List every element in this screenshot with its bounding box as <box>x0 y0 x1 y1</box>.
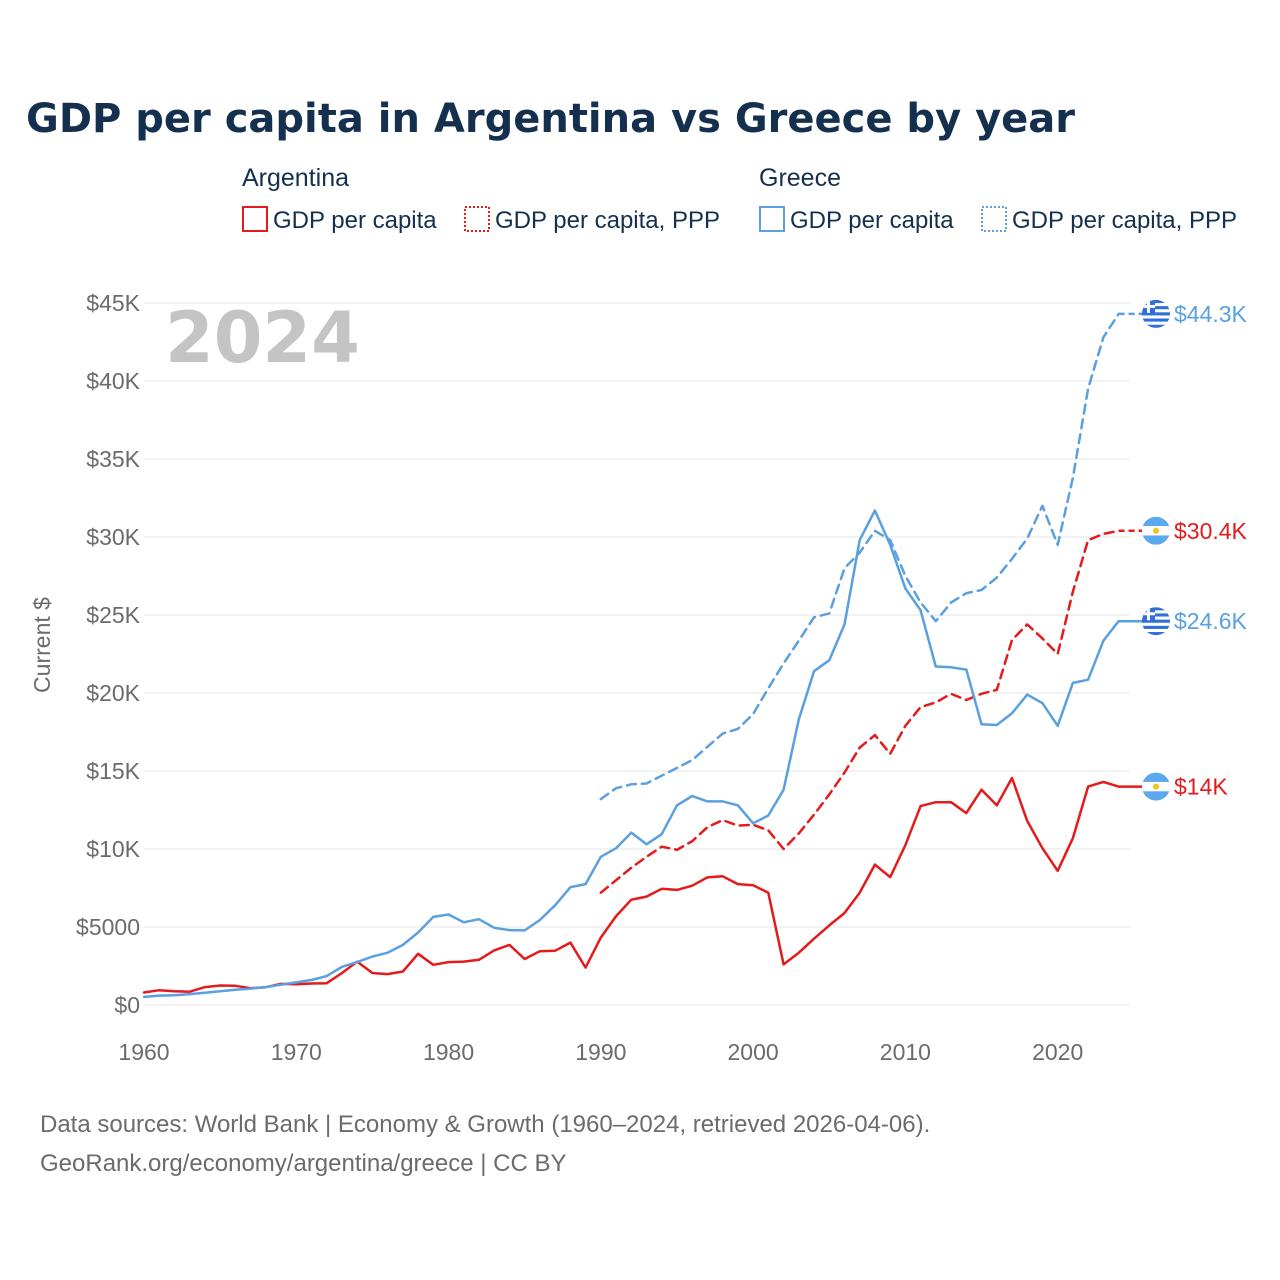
y-axis-ticks: $0 $5000 $10K $15K $20K $25K $30K $35K $40K $45K <box>76 290 141 1018</box>
y-tick-label: $10K <box>86 836 140 862</box>
legend-swatch-argentina-ppp <box>464 206 490 232</box>
y-tick-label: $30K <box>86 524 140 550</box>
x-tick-label: 1980 <box>423 1039 474 1065</box>
argentina-flag-icon <box>1142 772 1170 801</box>
y-axis-label: Current $ <box>29 597 55 693</box>
series-line-2[interactable] <box>142 509 1120 999</box>
y-tick-label: $35K <box>86 446 140 472</box>
y-tick-label: $45K <box>86 290 140 316</box>
greece-flag-icon <box>1142 299 1170 328</box>
x-tick-label: 2020 <box>1032 1039 1083 1065</box>
y-tick-label: $0 <box>114 992 140 1018</box>
series-line-1[interactable] <box>599 529 1120 894</box>
x-tick-label: 1970 <box>271 1039 322 1065</box>
year-watermark: 2024 <box>165 297 360 379</box>
x-tick-label: 1990 <box>575 1039 626 1065</box>
end-value-label: $30.4K <box>1174 518 1248 544</box>
x-axis-ticks: 1960 1970 1980 1990 2000 2010 2020 <box>118 1039 1083 1065</box>
legend-label-greece-ppp[interactable]: GDP per capita, PPP <box>1012 207 1237 234</box>
legend-group-greece: Greece <box>759 164 841 192</box>
y-tick-label: $15K <box>86 758 140 784</box>
y-tick-label: $5000 <box>76 914 140 940</box>
legend-swatch-greece-gdp <box>759 206 785 232</box>
end-markers: $14K $30.4K $24.6K $44.3K <box>1118 299 1248 801</box>
legend-swatch-argentina-gdp <box>242 206 268 232</box>
legend-label-argentina-ppp[interactable]: GDP per capita, PPP <box>495 207 720 234</box>
greece-flag-icon <box>1142 607 1170 636</box>
x-tick-label: 2000 <box>728 1039 779 1065</box>
footer-link[interactable]: GeoRank.org/economy/argentina/greece | C… <box>40 1150 567 1177</box>
y-tick-label: $25K <box>86 602 140 628</box>
series-lines <box>142 312 1120 999</box>
series-line-3[interactable] <box>599 312 1120 801</box>
series-line-0[interactable] <box>142 776 1120 994</box>
end-value-label: $24.6K <box>1174 608 1248 634</box>
footer: Data sources: World Bank | Economy & Gro… <box>40 1111 930 1177</box>
legend-swatch-greece-ppp <box>981 206 1007 232</box>
legend: Argentina GDP per capita GDP per capita,… <box>242 164 1237 234</box>
legend-group-argentina: Argentina <box>242 164 349 192</box>
chart-title: GDP per capita in Argentina vs Greece by… <box>26 96 1075 142</box>
footer-sources: Data sources: World Bank | Economy & Gro… <box>40 1111 930 1138</box>
y-tick-label: $40K <box>86 368 140 394</box>
gridlines <box>144 302 1130 1006</box>
argentina-flag-icon <box>1142 516 1170 545</box>
end-value-label: $14K <box>1174 774 1228 800</box>
x-tick-label: 1960 <box>118 1039 169 1065</box>
end-value-label: $44.3K <box>1174 301 1248 327</box>
x-tick-label: 2010 <box>880 1039 931 1065</box>
legend-label-greece-gdp[interactable]: GDP per capita <box>790 207 954 234</box>
y-tick-label: $20K <box>86 680 140 706</box>
legend-label-argentina-gdp[interactable]: GDP per capita <box>273 207 437 234</box>
